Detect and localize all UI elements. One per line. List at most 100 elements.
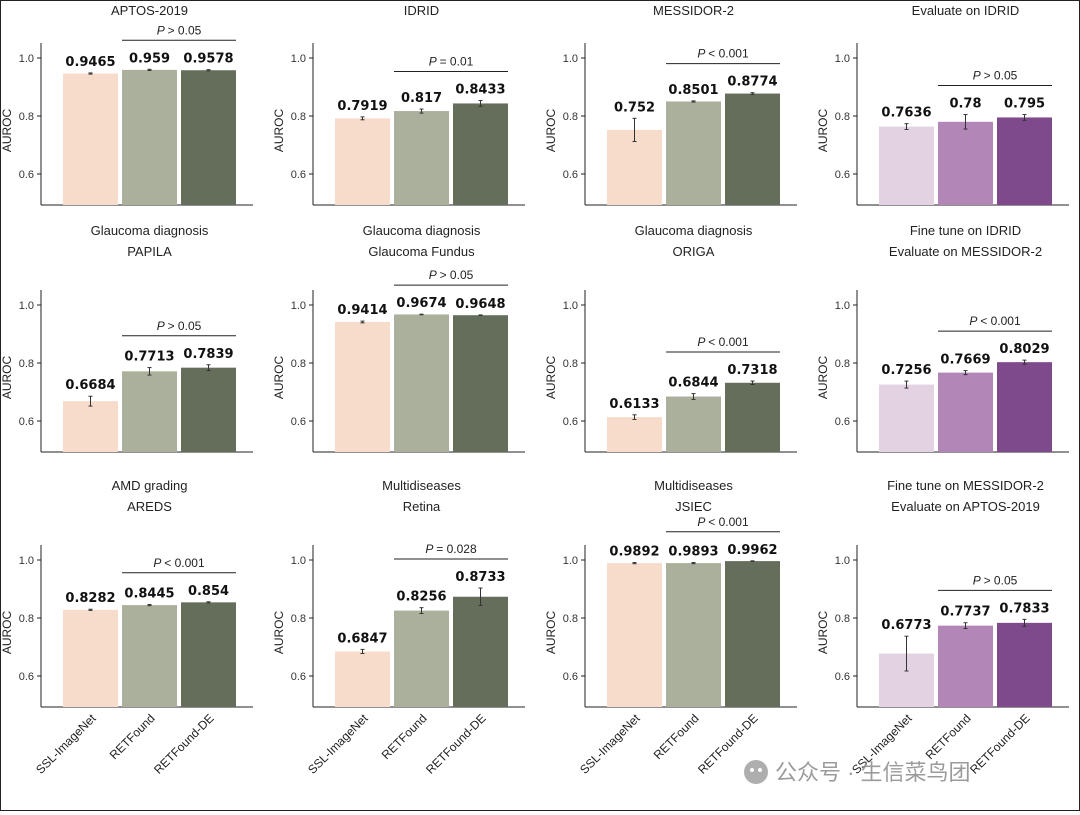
p-symbol: P: [153, 556, 164, 570]
y-tick-label: 0.8: [291, 358, 306, 370]
bar-retfound-de: [453, 315, 508, 452]
y-tick-label: 0.8: [563, 613, 578, 625]
p-value: P > 0.05: [157, 319, 202, 333]
y-tick-label: 0.8: [291, 613, 306, 625]
p-value-text: > 0.05: [168, 319, 202, 333]
panel-title: Multidiseases: [382, 478, 461, 493]
y-tick-label: 0.8: [19, 111, 34, 123]
data-label: 0.7833: [999, 601, 1049, 616]
bar-retfound: [666, 101, 721, 205]
data-label: 0.8445: [124, 587, 174, 602]
data-label: 0.7919: [337, 99, 387, 114]
y-tick-label: 1.0: [291, 53, 306, 65]
panel-11: Multidiseases JSIEC 0.6 0.8 1.0 AUROC 0.9892 0.…: [544, 478, 797, 777]
y-axis-label: AUROC: [272, 356, 286, 400]
y-tick-label: 1.0: [563, 555, 578, 567]
x-tick-label: RETFound-DE: [967, 711, 1033, 777]
bar-retfound-de: [181, 70, 236, 205]
bar-retfound: [938, 625, 993, 707]
bar-ssl-imagenet: [607, 129, 662, 205]
data-label: 0.6844: [668, 376, 718, 391]
panel-7: Glaucoma diagnosis ORIGA 0.6 0.8 1.0 AUROC 0.6…: [544, 223, 797, 453]
data-label: 0.9648: [455, 297, 505, 312]
bar-retfound-de: [997, 362, 1052, 452]
p-value-text: < 0.001: [980, 314, 1021, 328]
p-value: P > 0.05: [429, 268, 474, 282]
bar-ssl-imagenet: [335, 651, 390, 707]
y-tick-label: 0.6: [19, 416, 34, 428]
panel-5: Glaucoma diagnosis PAPILA 0.6 0.8 1.0 AUROC 0.…: [0, 223, 253, 453]
panel-title: Fine tune on IDRID: [910, 223, 1021, 238]
x-tick-label: RETFound-DE: [151, 711, 217, 777]
x-tick-label: RETFound: [379, 711, 430, 762]
data-label: 0.9465: [65, 55, 115, 70]
y-tick-label: 0.6: [835, 671, 850, 683]
y-tick-label: 1.0: [19, 53, 34, 65]
x-tick-label: RETFound: [107, 711, 158, 762]
bar-retfound-de: [997, 622, 1052, 707]
data-label: 0.9893: [668, 545, 718, 560]
bar-ssl-imagenet: [607, 417, 662, 452]
panel-12: Fine tune on MESSIDOR-2 Evaluate on APTOS…: [816, 478, 1069, 777]
y-axis-label: AUROC: [272, 109, 286, 153]
bar-ssl-imagenet: [879, 126, 934, 205]
p-value: P < 0.001: [697, 47, 749, 61]
y-tick-label: 1.0: [563, 300, 578, 312]
p-value: P > 0.05: [973, 69, 1018, 83]
data-label: 0.7636: [881, 106, 931, 121]
bar-retfound: [122, 371, 177, 452]
y-tick-label: 0.8: [563, 358, 578, 370]
y-tick-label: 1.0: [19, 300, 34, 312]
p-symbol: P: [429, 268, 440, 282]
p-value: P > 0.05: [973, 573, 1018, 587]
data-label: 0.752: [614, 100, 655, 115]
data-label: 0.9414: [337, 303, 387, 318]
bar-retfound: [938, 121, 993, 205]
data-label: 0.854: [188, 584, 229, 599]
y-tick-label: 0.6: [19, 169, 34, 181]
y-axis-label: AUROC: [544, 611, 558, 655]
p-symbol: P: [697, 335, 708, 349]
p-symbol: P: [697, 47, 708, 61]
p-value: P < 0.001: [697, 515, 749, 529]
data-label: 0.7737: [940, 605, 990, 620]
y-tick-label: 0.6: [835, 416, 850, 428]
data-label: 0.6133: [609, 397, 659, 412]
y-tick-label: 0.6: [19, 671, 34, 683]
data-label: 0.7669: [940, 353, 990, 368]
data-label: 0.795: [1004, 97, 1045, 112]
bar-ssl-imagenet: [335, 321, 390, 452]
p-symbol: P: [425, 542, 436, 556]
bar-retfound-de: [725, 561, 780, 707]
y-tick-label: 1.0: [291, 555, 306, 567]
p-symbol: P: [697, 515, 708, 529]
panel-title: Retina: [403, 499, 441, 514]
panel-title: Evaluate on APTOS-2019: [891, 499, 1040, 514]
p-symbol: P: [973, 573, 984, 587]
bar-ssl-imagenet: [335, 118, 390, 205]
bar-retfound-de: [453, 596, 508, 707]
p-symbol: P: [157, 319, 168, 333]
p-value-text: < 0.001: [164, 556, 205, 570]
data-label: 0.6773: [881, 618, 931, 633]
y-tick-label: 0.8: [291, 111, 306, 123]
y-tick-label: 0.8: [563, 111, 578, 123]
x-tick-label: SSL-ImageNet: [305, 711, 371, 777]
p-symbol: P: [973, 69, 984, 83]
y-tick-label: 0.8: [835, 358, 850, 370]
y-axis-label: AUROC: [816, 356, 830, 400]
bar-retfound-de: [725, 382, 780, 452]
bar-ssl-imagenet: [63, 401, 118, 452]
panel-3: MESSIDOR-2 0.6 0.8 1.0 AUROC 0.752 0.8501 0.877…: [544, 3, 797, 206]
panel-title: Fine tune on MESSIDOR-2: [887, 478, 1044, 493]
p-value-text: < 0.001: [708, 335, 749, 349]
data-label: 0.8256: [396, 590, 446, 605]
p-symbol: P: [157, 23, 168, 37]
wechat-icon-eye: [750, 768, 754, 772]
data-label: 0.7713: [124, 350, 174, 365]
y-axis-label: AUROC: [1, 356, 14, 400]
y-tick-label: 0.6: [291, 416, 306, 428]
p-symbol: P: [969, 314, 980, 328]
data-label: 0.8282: [65, 591, 115, 606]
